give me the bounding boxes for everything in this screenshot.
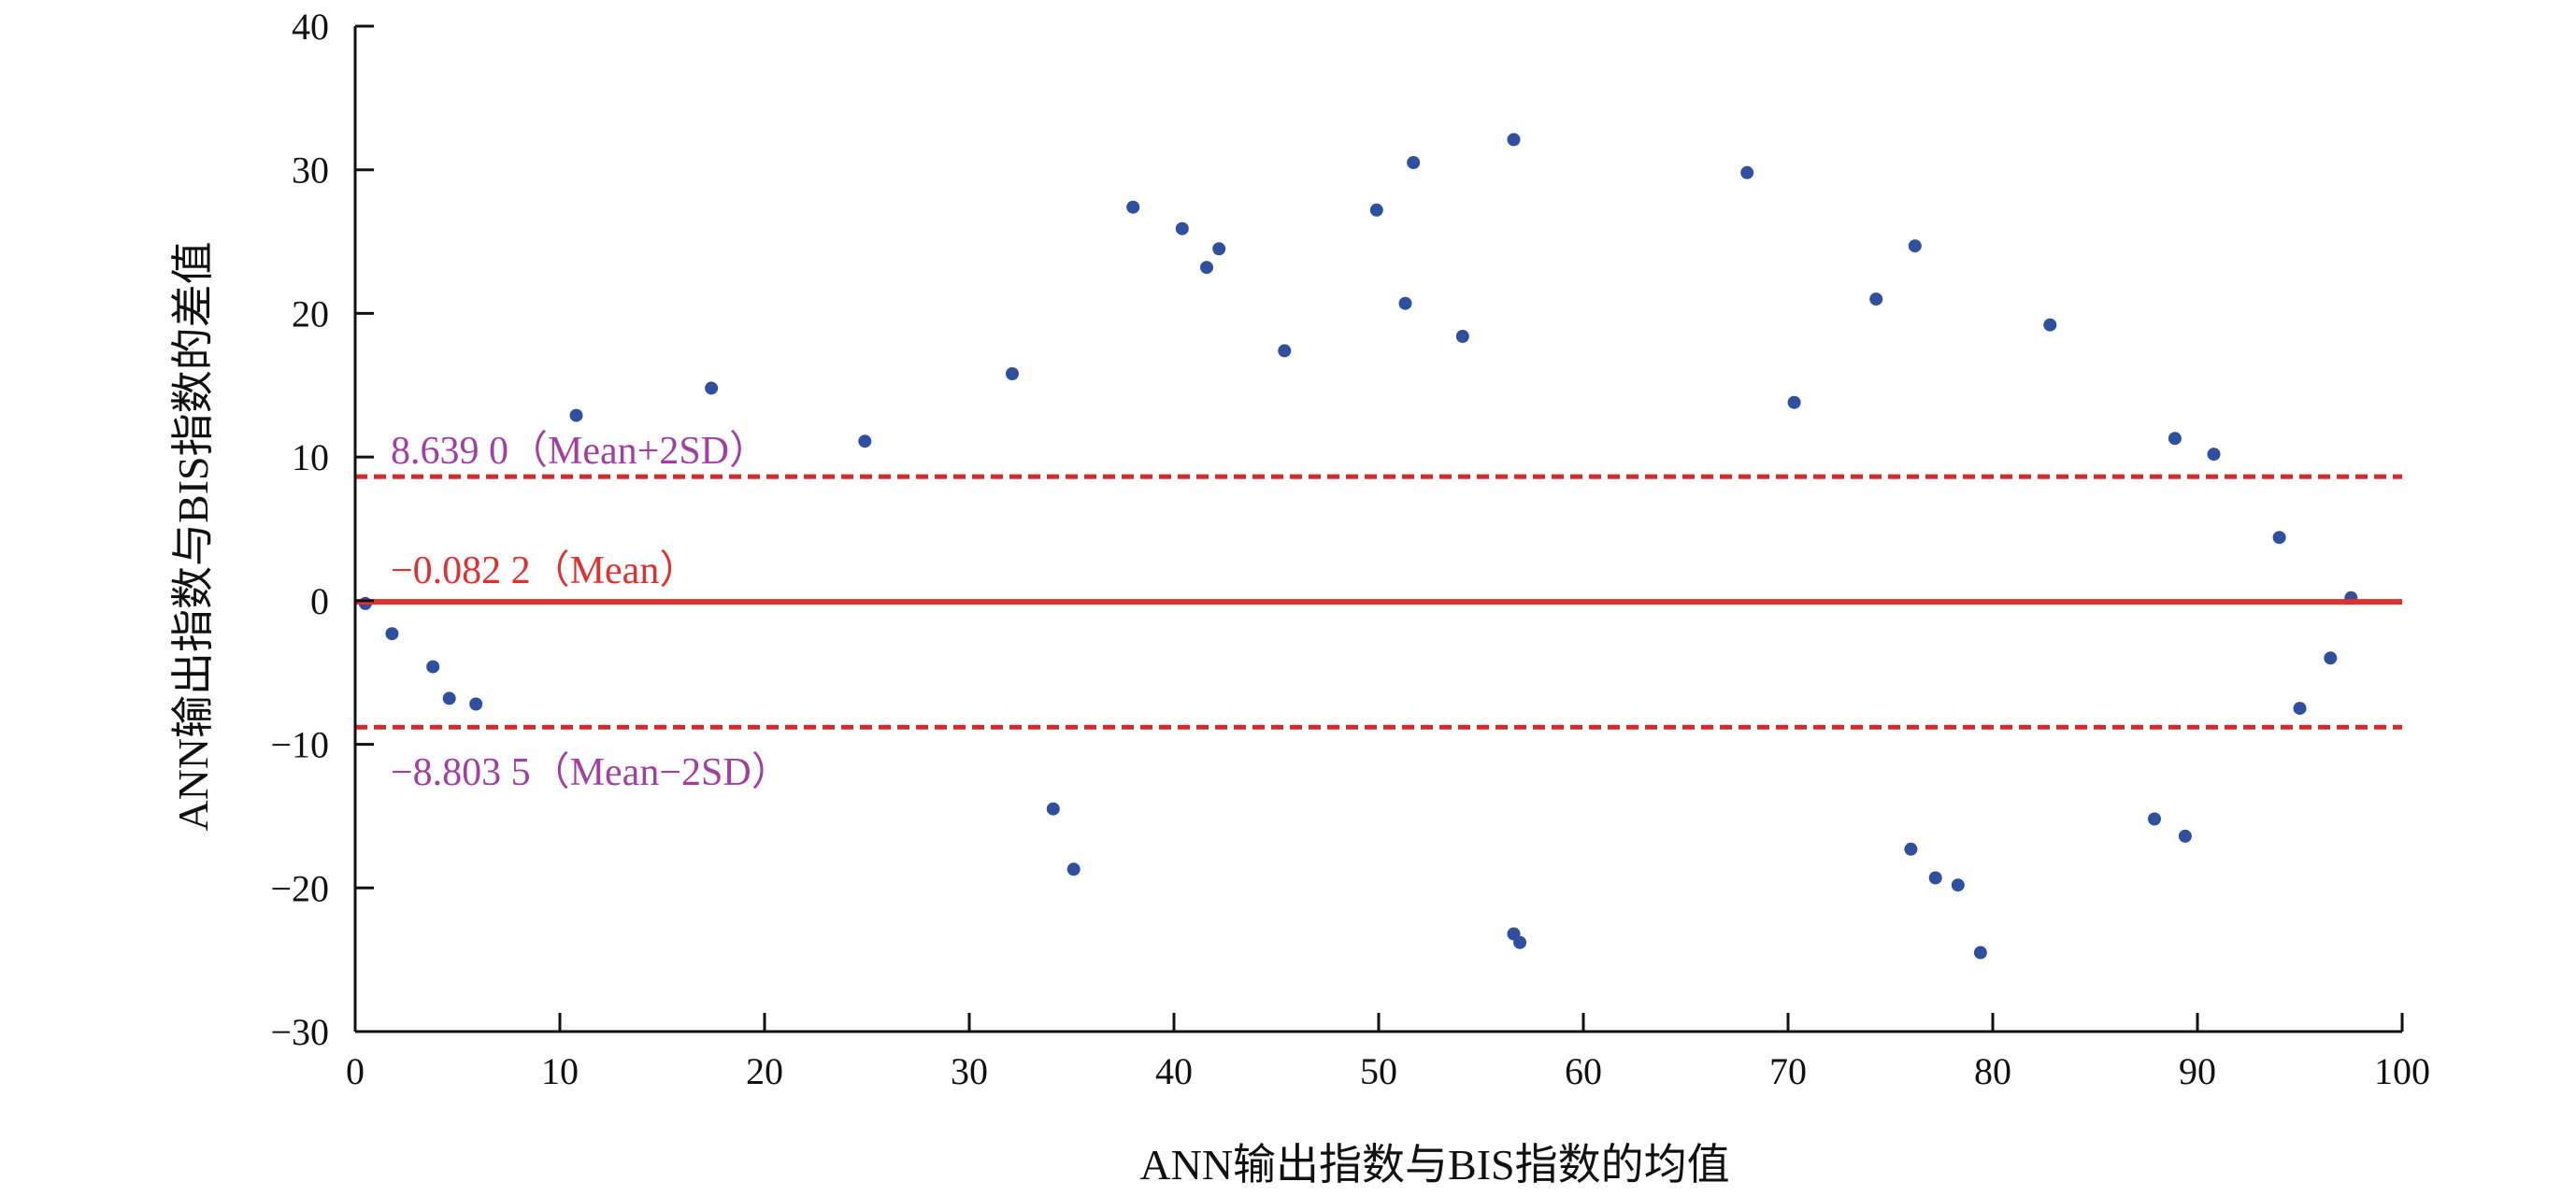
data-point [569, 408, 583, 422]
data-point [442, 691, 456, 705]
data-point [385, 627, 399, 641]
x-tick-label: 60 [1565, 1050, 1602, 1092]
x-axis-title: ANN输出指数与BIS指数的均值 [1139, 1141, 1729, 1189]
data-point [1973, 946, 1987, 960]
upper-limit-label: 8.639 0（Mean+2SD） [391, 430, 768, 473]
x-tick-label: 100 [2374, 1050, 2430, 1092]
data-point [1200, 261, 1213, 275]
x-tick-label: 10 [541, 1050, 579, 1092]
data-point [1407, 156, 1421, 169]
y-tick-label: −30 [270, 1011, 329, 1053]
y-tick-label: 20 [292, 292, 329, 335]
data-point [1212, 242, 1226, 256]
y-tick-label: −10 [270, 724, 329, 766]
data-point [1066, 862, 1080, 876]
data-points [358, 133, 2358, 960]
data-point [1126, 200, 1140, 214]
data-point [1369, 203, 1383, 217]
y-tick-label: 30 [292, 150, 329, 192]
data-point [1787, 395, 1801, 409]
data-point [858, 434, 872, 448]
data-point [1951, 878, 1965, 892]
data-point [1175, 221, 1189, 235]
data-point [2043, 318, 2057, 332]
data-point [1278, 344, 1292, 358]
y-tick-label: 0 [310, 580, 329, 622]
x-tick-label: 90 [2179, 1050, 2216, 1092]
x-tick-label: 50 [1360, 1050, 1397, 1092]
data-point [2272, 531, 2286, 545]
data-point [1398, 296, 1412, 310]
x-tick-label: 40 [1155, 1050, 1193, 1092]
data-point [2168, 432, 2182, 446]
y-axis-title: ANN输出指数与BIS指数的差值 [169, 241, 217, 831]
data-point [2178, 829, 2192, 843]
x-tick-label: 80 [1974, 1050, 2011, 1092]
data-point [705, 381, 719, 395]
lower-limit-label: −8.803 5（Mean−2SD） [391, 751, 791, 794]
data-point [1046, 802, 1060, 816]
data-point [1455, 330, 1469, 343]
x-tick-label: 30 [951, 1050, 988, 1092]
data-point [1740, 165, 1754, 179]
data-point [1928, 871, 1942, 885]
data-point [1869, 292, 1883, 306]
data-point [1006, 367, 1019, 380]
x-tick-label: 0 [346, 1050, 365, 1092]
data-point [1904, 842, 1918, 856]
mean-label: −0.082 2（Mean） [391, 549, 698, 592]
data-point [2324, 651, 2338, 665]
labels: 8.639 0（Mean+2SD） −0.082 2（Mean） −8.803 5（… [169, 6, 2430, 1189]
data-point [469, 697, 483, 711]
x-tick-label: 70 [1769, 1050, 1807, 1092]
data-point [2207, 448, 2221, 462]
axes [353, 24, 2404, 1033]
data-point [2148, 812, 2161, 826]
data-point [1513, 935, 1527, 949]
reference-lines [355, 474, 2402, 730]
y-tick-label: 40 [292, 6, 329, 48]
y-tick-label: −20 [270, 867, 329, 909]
data-point [1507, 133, 1521, 147]
y-tick-label: 10 [292, 436, 329, 478]
data-point [2293, 702, 2307, 716]
data-point [1908, 239, 1922, 253]
x-tick-label: 20 [746, 1050, 783, 1092]
data-point [426, 660, 440, 674]
